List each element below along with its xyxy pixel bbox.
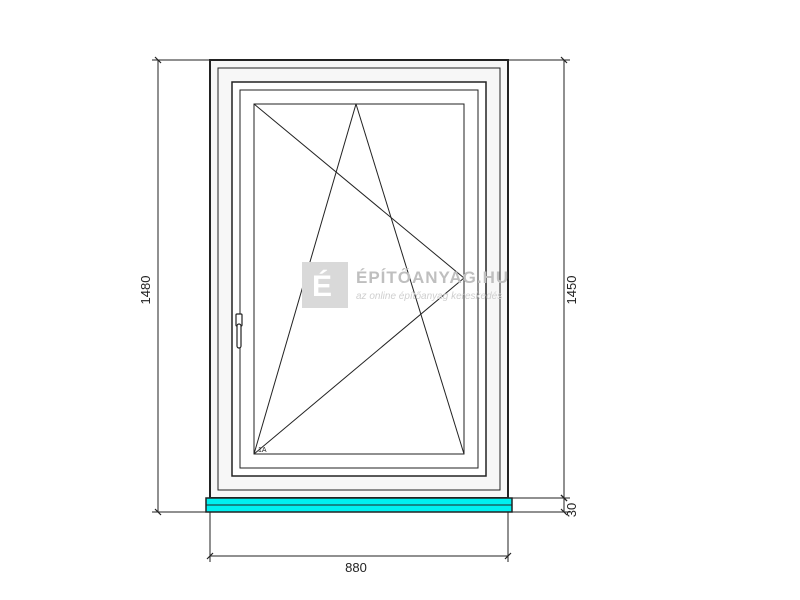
dimension-left-1480: 1480 bbox=[138, 60, 210, 512]
technical-drawing: 1A É ÉPÍTŐANYAG.HU az online építőanyag … bbox=[0, 0, 800, 600]
watermark-letter: É bbox=[312, 269, 332, 303]
dimension-right-30: 30 bbox=[564, 498, 579, 517]
watermark: É ÉPÍTŐANYAG.HU az online építőanyag ker… bbox=[302, 262, 509, 308]
watermark-sub: az online építőanyag kereskedés bbox=[356, 291, 502, 302]
glass-label: 1A bbox=[258, 447, 267, 454]
dimension-value-880: 880 bbox=[345, 560, 367, 575]
dimension-value-1480: 1480 bbox=[138, 276, 153, 305]
dimension-bottom-880: 880 bbox=[210, 512, 508, 575]
dimension-right-1450: 1450 bbox=[508, 60, 579, 512]
window-sill bbox=[206, 498, 512, 512]
dimension-value-1450: 1450 bbox=[564, 276, 579, 305]
watermark-main: ÉPÍTŐANYAG.HU bbox=[356, 268, 509, 287]
window-handle bbox=[236, 314, 242, 348]
dimension-value-30: 30 bbox=[564, 503, 579, 517]
